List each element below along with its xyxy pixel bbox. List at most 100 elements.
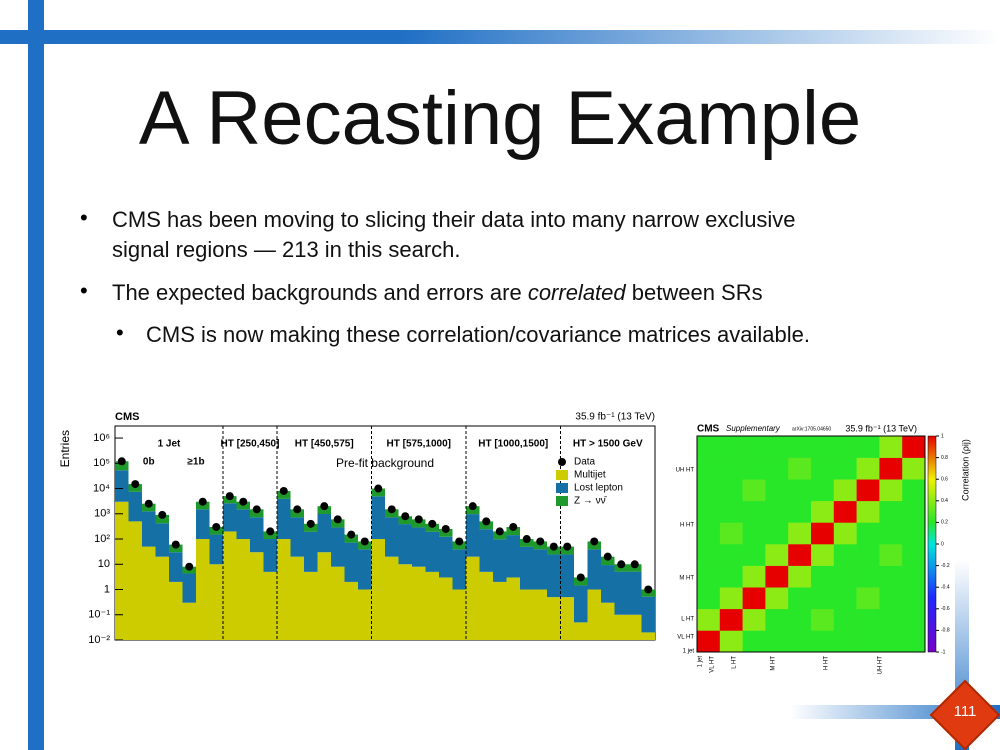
line: CMS is now making these correlation/cova… bbox=[146, 322, 810, 347]
heat-cell bbox=[697, 587, 721, 610]
heat-cell bbox=[765, 436, 789, 458]
bar-segment bbox=[547, 554, 561, 598]
heat-cell bbox=[879, 457, 903, 480]
bar-segment bbox=[628, 571, 642, 615]
data-point bbox=[144, 499, 153, 508]
x-axis-label: 1 jet bbox=[698, 656, 704, 668]
slide-title: A Recasting Example bbox=[138, 76, 862, 161]
y-axis-label: Entries bbox=[58, 430, 72, 467]
y-axis-label: L HT bbox=[681, 617, 694, 623]
line: signal regions — 213 in this search. bbox=[112, 237, 461, 262]
heat-cell bbox=[765, 479, 789, 502]
colorbar-tick-label: -0.4 bbox=[941, 585, 950, 591]
heat-cell bbox=[879, 436, 903, 458]
bar-segment bbox=[601, 556, 615, 566]
heat-cell bbox=[879, 479, 903, 502]
y-tick-label: 1 bbox=[104, 583, 110, 595]
x-axis-label: L HT bbox=[732, 656, 738, 669]
heat-cell bbox=[879, 630, 903, 653]
x-axis-label: M HT bbox=[771, 656, 777, 671]
heat-cell bbox=[788, 544, 812, 566]
data-point bbox=[387, 505, 396, 514]
bar-segment bbox=[142, 546, 156, 640]
y-tick-label: 10⁻¹ bbox=[88, 609, 110, 621]
data-point bbox=[171, 540, 180, 549]
heat-cell bbox=[697, 457, 721, 480]
heat-cell bbox=[856, 479, 880, 502]
sub-label: ≥1b bbox=[187, 457, 204, 468]
data-point bbox=[495, 527, 504, 536]
heat-cell bbox=[856, 565, 880, 588]
heat-cell bbox=[879, 587, 903, 610]
bar-segment bbox=[223, 531, 237, 640]
heat-cell bbox=[742, 565, 766, 588]
heat-cell bbox=[902, 565, 926, 588]
heat-cell bbox=[833, 565, 857, 588]
x-axis-label: UH HT bbox=[878, 656, 884, 675]
bar-segment bbox=[601, 602, 615, 640]
heat-cell bbox=[811, 479, 835, 502]
heat-cell bbox=[902, 436, 926, 458]
heat-cell bbox=[856, 630, 880, 653]
bar-segment bbox=[439, 536, 453, 578]
bullet: • bbox=[80, 278, 88, 303]
heat-cell bbox=[742, 457, 766, 480]
bar-segment bbox=[493, 581, 507, 640]
data-point bbox=[455, 537, 464, 546]
bar-segment bbox=[182, 573, 196, 603]
data-point bbox=[414, 515, 423, 524]
heat-cell bbox=[833, 608, 857, 631]
colorbar-tick-label: 1 bbox=[941, 433, 944, 439]
bar-segment bbox=[466, 514, 480, 557]
bar-segment bbox=[641, 596, 655, 633]
heat-cell bbox=[879, 500, 903, 523]
heat-cell bbox=[902, 587, 926, 610]
lumi: 35.9 fb⁻¹ (13 TeV) bbox=[575, 412, 655, 423]
bullet-text: CMS has been moving to slicing their dat… bbox=[112, 205, 796, 265]
heat-cell bbox=[811, 522, 835, 545]
data-point bbox=[293, 505, 302, 514]
lumi: 35.9 fb⁻¹ (13 TeV) bbox=[845, 423, 917, 433]
legend-marker bbox=[558, 458, 566, 466]
y-tick-label: 10² bbox=[94, 533, 110, 545]
colorbar-tick-label: -0.2 bbox=[941, 563, 950, 569]
experiment: CMS bbox=[697, 424, 720, 435]
bar-segment bbox=[506, 535, 520, 578]
bar-segment bbox=[196, 509, 210, 540]
bar-segment bbox=[115, 470, 129, 502]
heat-cell bbox=[879, 544, 903, 566]
heat-cell bbox=[788, 587, 812, 610]
data-point bbox=[198, 497, 207, 506]
heat-cell bbox=[788, 479, 812, 502]
y-tick-label: 10 bbox=[98, 558, 110, 570]
heat-cell bbox=[742, 587, 766, 610]
legend-label: Multijet bbox=[574, 470, 606, 481]
bar-segment bbox=[236, 539, 250, 640]
heat-cell bbox=[719, 587, 743, 610]
heat-cell bbox=[902, 544, 926, 566]
bar-segment bbox=[128, 521, 142, 640]
bar-segment bbox=[452, 589, 466, 640]
bar-segment bbox=[412, 519, 426, 528]
heat-cell bbox=[833, 436, 857, 458]
heat-cell bbox=[765, 500, 789, 523]
heat-cell bbox=[697, 608, 721, 631]
bar-segment bbox=[614, 614, 628, 640]
data-point bbox=[401, 512, 410, 521]
heat-cell bbox=[856, 608, 880, 631]
heat-cell bbox=[742, 436, 766, 458]
heat-cell bbox=[765, 608, 789, 631]
heat-cell bbox=[719, 544, 743, 566]
bar-segment bbox=[358, 549, 372, 590]
emphasis: correlated bbox=[527, 280, 626, 305]
x-axis-label: VL HT bbox=[710, 656, 716, 673]
heat-cell bbox=[719, 457, 743, 480]
arxiv: arXiv:1705.04650 bbox=[792, 426, 831, 432]
decor-bar bbox=[28, 0, 44, 750]
heat-cell bbox=[719, 565, 743, 588]
heat-cell bbox=[902, 608, 926, 631]
region-label: HT > 1500 GeV bbox=[573, 439, 643, 450]
bar-segment bbox=[142, 511, 156, 547]
bar-segment bbox=[493, 539, 507, 582]
data-point bbox=[131, 480, 140, 489]
